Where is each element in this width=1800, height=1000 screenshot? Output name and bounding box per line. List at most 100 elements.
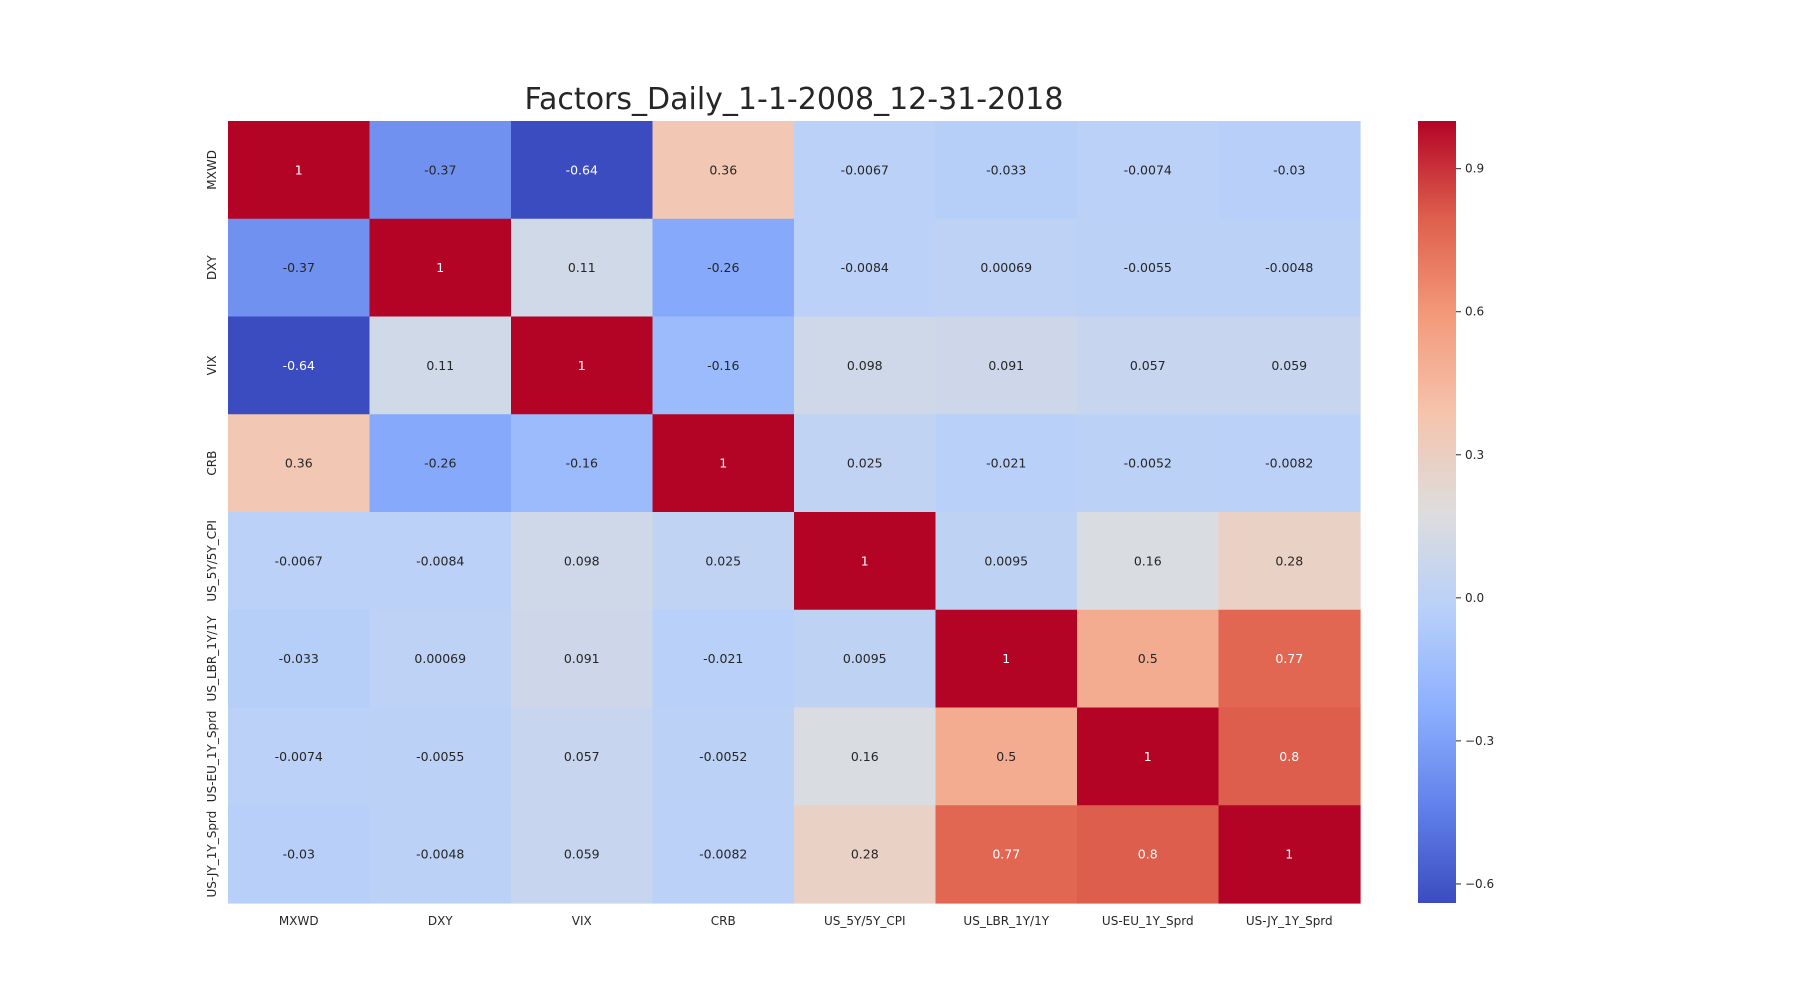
heatmap-cell xyxy=(1077,805,1220,904)
cell-value-label: 0.00069 xyxy=(980,260,1032,275)
cell-value-label: -0.0052 xyxy=(699,749,747,764)
heatmap-cell xyxy=(228,218,371,318)
colorbar-tick-label: 0.9 xyxy=(1465,162,1484,176)
cell-value-label: -0.0067 xyxy=(841,162,889,177)
heatmap-cell xyxy=(369,316,512,415)
cell-value-label: 0.091 xyxy=(564,651,600,666)
cell-value-label: -0.26 xyxy=(424,456,456,471)
heatmap-cell xyxy=(935,218,1078,318)
heatmap-cell xyxy=(511,414,654,513)
cell-value-label: 0.77 xyxy=(1275,651,1303,666)
heatmap-cell xyxy=(1218,512,1361,611)
y-tick-label: DXY xyxy=(205,255,219,280)
heatmap-cell xyxy=(228,805,371,904)
cell-value-label: 0.098 xyxy=(564,553,600,568)
heatmap-cell xyxy=(794,414,937,513)
colorbar-tick-label: −0.6 xyxy=(1465,877,1494,891)
heatmap-cell xyxy=(1077,414,1220,513)
heatmap-cell xyxy=(1077,316,1220,415)
cell-value-label: 1 xyxy=(436,260,444,275)
heatmap-cell xyxy=(369,218,512,318)
heatmap-cell xyxy=(511,121,654,220)
cell-value-label: 0.098 xyxy=(847,358,883,373)
x-tick-label: CRB xyxy=(711,914,736,928)
y-tick-label: VIX xyxy=(205,355,219,375)
heatmap-cell xyxy=(228,316,371,415)
colorbar-bar xyxy=(1418,121,1456,903)
heatmap-cell xyxy=(511,707,654,806)
y-tick-label: US-JY_1Y_Sprd xyxy=(205,811,219,898)
heatmap-cell xyxy=(1218,316,1361,415)
heatmap-cell xyxy=(228,512,371,611)
y-tick-label: CRB xyxy=(205,451,219,476)
heatmap-cell xyxy=(1218,121,1361,220)
colorbar-tick-label: 0.6 xyxy=(1465,305,1484,319)
cell-value-label: -0.0048 xyxy=(1265,260,1313,275)
cell-value-label: -0.0082 xyxy=(1265,456,1313,471)
cell-value-label: -0.64 xyxy=(566,162,598,177)
colorbar-tick-label: −0.3 xyxy=(1465,734,1494,748)
heatmap-cell xyxy=(935,512,1078,611)
x-tick-label: VIX xyxy=(572,914,592,928)
heatmap-cell xyxy=(228,707,371,806)
heatmap-cell xyxy=(228,414,371,513)
x-tick-label: US_LBR_1Y/1Y xyxy=(963,914,1049,928)
heatmap-cell xyxy=(228,609,371,709)
heatmap-cell xyxy=(511,512,654,611)
colorbar: 0.9 0.6 0.3 0.0 −0.3 −0.6 xyxy=(1418,121,1494,903)
heatmap-cell xyxy=(369,609,512,709)
heatmap-cell xyxy=(794,707,937,806)
heatmap-cell xyxy=(935,316,1078,415)
cell-value-label: 0.091 xyxy=(988,358,1024,373)
heatmap-cell xyxy=(935,414,1078,513)
heatmap-cell xyxy=(1218,805,1361,904)
cell-value-label: -0.0055 xyxy=(1124,260,1172,275)
heatmap-cell xyxy=(1218,609,1361,709)
cell-value-label: 0.00069 xyxy=(414,651,466,666)
colorbar-tick-label: 0.3 xyxy=(1465,448,1484,462)
cell-value-label: 0.5 xyxy=(996,749,1016,764)
cell-value-label: 1 xyxy=(1285,847,1293,862)
heatmap-cell xyxy=(511,609,654,709)
cell-value-label: -0.0055 xyxy=(416,749,464,764)
cell-value-label: 0.059 xyxy=(1271,358,1307,373)
cell-value-label: 0.28 xyxy=(851,847,879,862)
cell-value-label: -0.16 xyxy=(566,456,598,471)
heatmap-cell xyxy=(935,707,1078,806)
cell-value-label: -0.64 xyxy=(283,358,315,373)
cell-value-label: 0.36 xyxy=(285,456,313,471)
heatmap-cell xyxy=(794,805,937,904)
cell-value-label: -0.0084 xyxy=(416,553,464,568)
cell-value-label: 0.77 xyxy=(992,847,1020,862)
cell-value-label: 0.025 xyxy=(847,456,883,471)
heatmap-cell xyxy=(652,609,795,709)
cell-value-label: -0.26 xyxy=(707,260,739,275)
heatmap-cell xyxy=(794,609,937,709)
heatmap-cell xyxy=(935,609,1078,709)
y-tick-label: US-EU_1Y_Sprd xyxy=(205,711,219,803)
x-tick-label: US_5Y/5Y_CPI xyxy=(824,914,906,928)
cell-value-label: 0.11 xyxy=(568,260,596,275)
cell-value-label: -0.021 xyxy=(703,651,743,666)
cell-value-label: 0.025 xyxy=(705,553,741,568)
heatmap-cell xyxy=(935,121,1078,220)
heatmap-cell xyxy=(1077,218,1220,318)
x-tick-label: US-EU_1Y_Sprd xyxy=(1102,914,1194,928)
heatmap-cell xyxy=(511,316,654,415)
cell-value-label: -0.0074 xyxy=(1124,162,1172,177)
heatmap-cell xyxy=(511,218,654,318)
heatmap-cell xyxy=(794,218,937,318)
cell-value-label: 0.28 xyxy=(1275,553,1303,568)
cell-value-label: 0.057 xyxy=(564,749,600,764)
heatmap-cell xyxy=(652,414,795,513)
cell-value-label: 0.059 xyxy=(564,847,600,862)
y-tick-label: MXWD xyxy=(205,150,219,190)
cell-value-label: 0.8 xyxy=(1138,847,1158,862)
x-axis-tick-labels: MXWD DXY VIX CRB US_5Y/5Y_CPI US_LBR_1Y/1Y US-… xyxy=(279,914,1333,928)
cell-value-label: -0.0082 xyxy=(699,847,747,862)
cell-value-label: -0.03 xyxy=(1273,162,1305,177)
cell-value-label: 0.11 xyxy=(426,358,454,373)
cell-value-label: -0.0067 xyxy=(275,553,323,568)
heatmap-cell xyxy=(652,707,795,806)
